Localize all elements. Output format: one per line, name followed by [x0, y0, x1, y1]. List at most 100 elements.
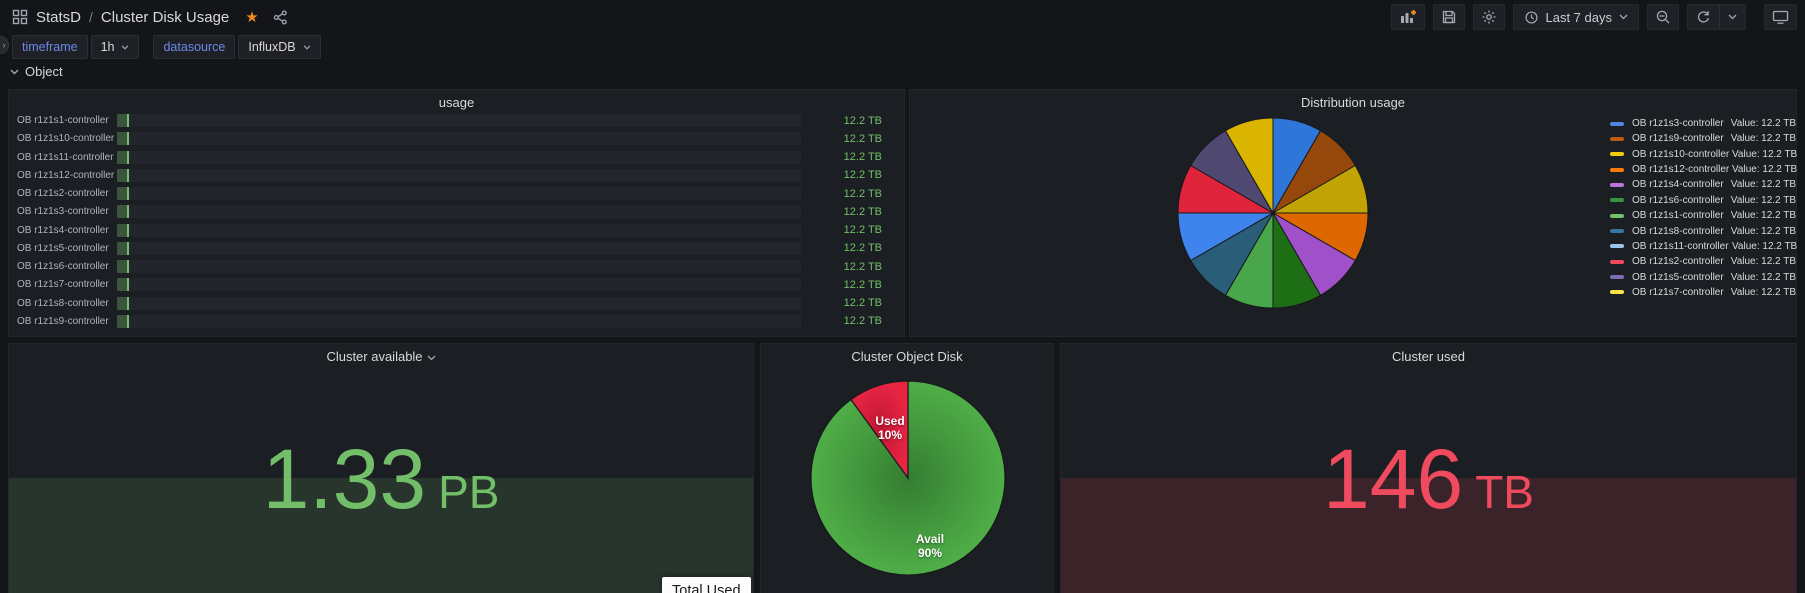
usage-bar-fill [117, 205, 129, 219]
usage-row: OB r1z1s5-controller 12.2 TB [17, 241, 896, 255]
row-title: Object [25, 64, 63, 79]
legend-color-swatch [1610, 152, 1624, 157]
breadcrumb-separator: / [89, 9, 93, 25]
legend-color-swatch [1610, 244, 1624, 249]
pie-slice[interactable] [1224, 117, 1274, 215]
usage-row-label: OB r1z1s9-controller [17, 315, 109, 327]
add-panel-button[interactable] [1390, 4, 1425, 30]
usage-row-label: OB r1z1s5-controller [17, 242, 109, 254]
usage-bar-track [117, 205, 801, 219]
panel-used-title[interactable]: Cluster used [1392, 349, 1465, 364]
usage-row-value: 12.2 TB [843, 224, 882, 237]
row-toggle-object[interactable]: Object [10, 64, 63, 79]
legend-series-value: Value: 12.2 TB [1732, 148, 1798, 160]
breadcrumb-dashboard-title[interactable]: Cluster Disk Usage [100, 8, 230, 26]
legend-series-value: Value: 12.2 TB [1732, 240, 1798, 252]
refresh-button-group [1687, 4, 1746, 30]
time-range-picker[interactable]: Last 7 days [1512, 4, 1639, 30]
legend-item[interactable]: OB r1z1s1-controller Value: 12.2 TB [1610, 210, 1796, 221]
sparkline-fill-red [1061, 478, 1796, 593]
legend-series-value: Value: 12.2 TB [1730, 179, 1796, 191]
refresh-button[interactable] [1688, 5, 1719, 29]
refresh-interval-dropdown[interactable] [1719, 5, 1745, 29]
panel-object-disk-title[interactable]: Cluster Object Disk [851, 349, 963, 364]
time-range-label: Last 7 days [1545, 9, 1613, 25]
pie-label-used: Used 10% [875, 414, 905, 442]
variable-datasource: datasource InfluxDB [153, 35, 321, 59]
legend-series-value: Value: 12.2 TB [1730, 225, 1796, 237]
toolbar: Last 7 days [1390, 4, 1797, 30]
legend-item[interactable]: OB r1z1s4-controller Value: 12.2 TB [1610, 179, 1796, 190]
legend-series-name: OB r1z1s6-controller [1632, 194, 1724, 206]
legend-color-swatch [1610, 213, 1624, 218]
panel-distribution-title[interactable]: Distribution usage [1300, 95, 1406, 110]
legend-item[interactable]: OB r1z1s3-controller Value: 12.2 TB [1610, 118, 1796, 129]
usage-row-value: 12.2 TB [843, 278, 882, 291]
legend-item[interactable]: OB r1z1s7-controller Value: 12.2 TB [1610, 287, 1796, 298]
pie-slice-used[interactable] [850, 380, 909, 480]
usage-row: OB r1z1s11-controller 12.2 TB [17, 150, 896, 164]
usage-bar-track [117, 150, 801, 164]
breadcrumb-app[interactable]: StatsD [36, 8, 82, 26]
legend-color-swatch [1610, 198, 1624, 203]
legend-series-name: OB r1z1s12-controller [1632, 164, 1730, 176]
legend-series-value: Value: 12.2 TB [1730, 286, 1796, 298]
variable-timeframe-label: timeframe [12, 35, 88, 59]
usage-bar-fill [117, 314, 129, 328]
panel-available-title[interactable]: Cluster available [9, 349, 753, 364]
legend-item[interactable]: OB r1z1s6-controller Value: 12.2 TB [1610, 195, 1796, 206]
panel-usage-title[interactable]: usage [438, 95, 475, 110]
legend-item[interactable]: OB r1z1s11-controller Value: 12.2 TB [1610, 240, 1798, 252]
usage-row: OB r1z1s8-controller 12.2 TB [17, 296, 896, 310]
distribution-pie-chart[interactable] [1177, 117, 1369, 309]
legend-item[interactable]: OB r1z1s2-controller Value: 12.2 TB [1610, 256, 1796, 267]
usage-row-value: 12.2 TB [843, 132, 882, 145]
usage-row-label: OB r1z1s11-controller [17, 151, 114, 163]
usage-row-label: OB r1z1s3-controller [17, 206, 109, 218]
variable-datasource-value-dropdown[interactable]: InfluxDB [238, 35, 321, 59]
legend-item[interactable]: OB r1z1s9-controller Value: 12.2 TB [1610, 133, 1796, 144]
legend-color-swatch [1610, 167, 1624, 172]
usage-row-label: OB r1z1s6-controller [17, 261, 109, 273]
panel-cluster-object-disk: Cluster Object Disk Used 10% Avail 90% [760, 343, 1054, 593]
legend-color-swatch [1610, 182, 1624, 187]
legend-color-swatch [1610, 290, 1624, 295]
panel-usage: usage OB r1z1s1-controller 12.2 TB OB r1z1… [8, 89, 905, 337]
usage-row-value: 12.2 TB [843, 242, 882, 255]
sidebar-toggle-handle[interactable]: › [0, 36, 9, 54]
usage-bar-track [117, 296, 801, 310]
legend-color-swatch [1610, 259, 1624, 264]
used-value: 146 TB [1323, 432, 1534, 526]
variable-timeframe: timeframe 1h [12, 35, 140, 59]
legend-series-value: Value: 12.2 TB [1730, 118, 1796, 129]
legend-item[interactable]: OB r1z1s10-controller Value: 12.2 TB [1610, 148, 1798, 160]
zoom-out-time-button[interactable] [1647, 4, 1679, 30]
favorite-star-icon[interactable]: ★ [245, 9, 259, 26]
legend-series-name: OB r1z1s9-controller [1632, 133, 1724, 145]
usage-row-value: 12.2 TB [843, 315, 882, 328]
usage-row: OB r1z1s10-controller 12.2 TB [17, 132, 896, 146]
share-icon[interactable] [273, 9, 288, 25]
usage-bar-track [117, 187, 801, 201]
dashboards-grid-icon[interactable] [12, 9, 28, 25]
usage-row-label: OB r1z1s1-controller [17, 115, 109, 126]
variable-timeframe-value-dropdown[interactable]: 1h [90, 35, 140, 59]
template-variables-row: timeframe 1h datasource InfluxDB [12, 35, 321, 59]
chevron-down-icon [1728, 14, 1737, 20]
legend-series-name: OB r1z1s5-controller [1632, 271, 1724, 283]
usage-bar-track [117, 314, 801, 328]
save-dashboard-button[interactable] [1432, 4, 1465, 30]
usage-row: OB r1z1s12-controller 12.2 TB [17, 168, 896, 182]
sparkline-fill-green [9, 478, 753, 593]
used-unit: TB [1475, 466, 1534, 518]
usage-bar-track [117, 241, 801, 255]
legend-item[interactable]: OB r1z1s12-controller Value: 12.2 TB [1610, 164, 1797, 176]
cycle-view-mode-button[interactable] [1764, 4, 1797, 30]
legend-item[interactable]: OB r1z1s8-controller Value: 12.2 TB [1610, 226, 1796, 237]
object-disk-pie-chart[interactable] [761, 344, 1055, 593]
legend-item[interactable]: OB r1z1s5-controller Value: 12.2 TB [1610, 272, 1796, 283]
legend-series-name: OB r1z1s11-controller [1632, 240, 1729, 252]
legend-series-name: OB r1z1s4-controller [1632, 179, 1724, 191]
dashboard-settings-button[interactable] [1472, 4, 1505, 30]
